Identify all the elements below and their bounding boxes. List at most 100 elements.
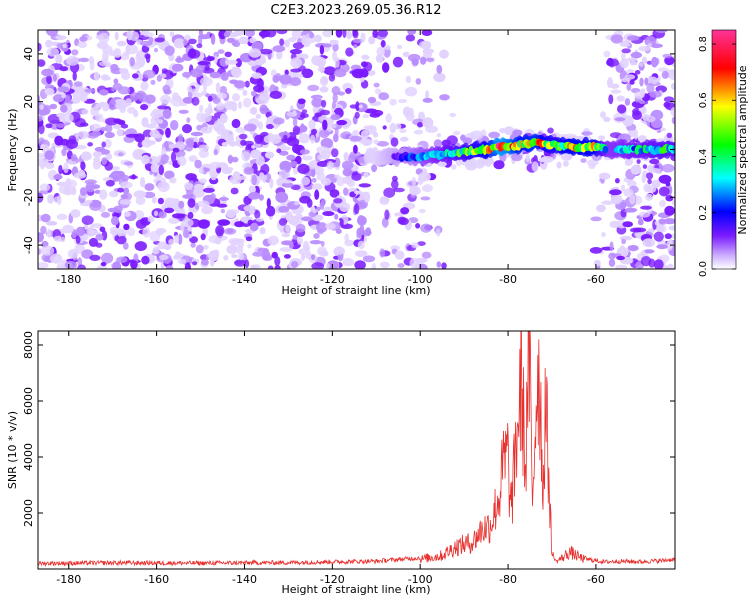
noise-blob [301, 109, 308, 114]
noise-blob [178, 133, 184, 143]
noise-blob [216, 92, 228, 99]
noise-blob [437, 161, 447, 167]
noise-blob [616, 95, 625, 102]
noise-blob [40, 225, 47, 235]
noise-blob [640, 88, 646, 98]
noise-blob [183, 39, 188, 46]
noise-blob [147, 215, 155, 223]
noise-blob [274, 265, 281, 269]
noise-blob [198, 30, 203, 37]
noise-blob [321, 99, 327, 108]
noise-blob [610, 89, 622, 94]
noise-blob [594, 259, 601, 267]
noise-blob [588, 163, 596, 170]
noise-blob [392, 56, 404, 68]
noise-blob [199, 178, 207, 184]
noise-blob [336, 176, 345, 187]
noise-blob [56, 263, 62, 269]
noise-blob [120, 123, 129, 129]
noise-blob [630, 164, 642, 175]
noise-blob [540, 156, 554, 163]
noise-blob [67, 248, 79, 259]
noise-blob [647, 178, 652, 185]
noise-blob [601, 231, 606, 238]
y-tick-label: 20 [22, 95, 35, 109]
noise-blob [349, 104, 358, 109]
noise-blob [301, 216, 313, 222]
x-tick-label: -140 [232, 273, 257, 286]
noise-blob [70, 209, 81, 218]
noise-blob [102, 50, 109, 61]
noise-blob [384, 209, 390, 220]
noise-blob [295, 155, 302, 165]
noise-blob [334, 68, 347, 78]
noise-blob [108, 190, 119, 198]
noise-blob [382, 62, 390, 73]
noise-blob [291, 261, 299, 268]
noise-blob [108, 50, 118, 57]
noise-blob [241, 151, 251, 162]
noise-blob [140, 81, 149, 91]
noise-blob [223, 31, 231, 38]
noise-blob [38, 232, 44, 243]
noise-blob [61, 94, 67, 99]
noise-blob [213, 119, 224, 130]
noise-blob [207, 102, 213, 114]
noise-blob [413, 129, 424, 135]
noise-blob [646, 60, 653, 65]
noise-blob [100, 262, 107, 267]
noise-blob [441, 139, 451, 147]
noise-blob [164, 207, 175, 214]
noise-blob [404, 86, 418, 97]
noise-blob [119, 199, 132, 205]
noise-blob [363, 61, 373, 72]
noise-blob [620, 51, 626, 62]
noise-blob [556, 161, 562, 169]
noise-blob [276, 148, 282, 154]
noise-blob [252, 251, 264, 257]
noise-blob [126, 44, 139, 55]
colorbar-frame [711, 29, 737, 270]
noise-blob [95, 113, 104, 123]
noise-blob [38, 157, 49, 168]
noise-blob [397, 99, 408, 103]
noise-blob [238, 133, 248, 140]
noise-blob [345, 88, 352, 94]
noise-blob [81, 215, 94, 225]
noise-blob [292, 42, 304, 50]
noise-blob [70, 153, 78, 162]
noise-blob [360, 129, 369, 140]
noise-blob [363, 125, 377, 130]
noise-blob [201, 90, 208, 96]
noise-blob [237, 101, 243, 109]
noise-blob [230, 239, 239, 246]
noise-blob [599, 172, 611, 180]
noise-blob [589, 247, 603, 254]
noise-blob [152, 133, 164, 139]
noise-blob [379, 248, 386, 258]
noise-blob [200, 126, 213, 134]
noise-blob [111, 87, 116, 92]
noise-blob [333, 133, 339, 143]
noise-blob [124, 211, 131, 217]
noise-blob [392, 175, 398, 182]
noise-blob [394, 212, 402, 217]
noise-blob [226, 37, 235, 44]
noise-blob [243, 123, 257, 132]
noise-blob [95, 234, 104, 241]
noise-blob [141, 255, 150, 265]
noise-blob [59, 236, 66, 243]
noise-blob [45, 123, 53, 129]
noise-blob [45, 39, 53, 48]
noise-blob [242, 97, 252, 108]
noise-blob [249, 107, 258, 115]
noise-blob [609, 189, 622, 196]
noise-blob [238, 36, 249, 45]
noise-blob [80, 234, 86, 242]
noise-blob [629, 227, 642, 233]
noise-blob [407, 30, 417, 35]
noise-blob [590, 216, 602, 222]
noise-blob [614, 117, 626, 122]
noise-blob [168, 144, 176, 149]
noise-blob [188, 155, 198, 163]
